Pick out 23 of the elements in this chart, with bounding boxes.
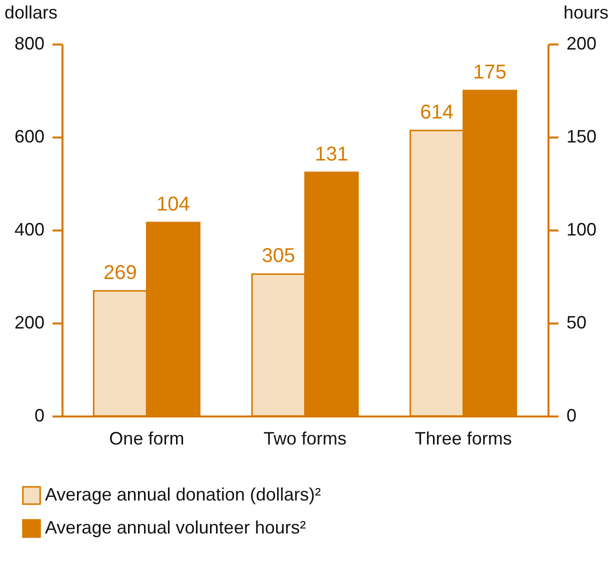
x-tick-label: Two forms bbox=[263, 428, 347, 448]
y-tick-label: 600 bbox=[14, 126, 44, 146]
y-tick-label: 0 bbox=[34, 406, 44, 426]
y2-axis-title: hours bbox=[563, 2, 608, 22]
y2-tick-label: 50 bbox=[566, 312, 587, 332]
y2-tick-label: 200 bbox=[566, 34, 597, 54]
x-tick-label: Three forms bbox=[414, 428, 512, 448]
data-label: 614 bbox=[420, 101, 454, 124]
y-tick-label: 800 bbox=[14, 34, 44, 54]
y-axis-title: dollars bbox=[4, 2, 58, 22]
legend-label: Average annual donation (dollars)² bbox=[45, 484, 321, 504]
x-tick-label: One form bbox=[109, 428, 184, 448]
data-label: 131 bbox=[314, 143, 348, 166]
data-label: 104 bbox=[156, 194, 190, 216]
data-label: 269 bbox=[103, 262, 137, 284]
y2-tick-label: 100 bbox=[566, 220, 597, 240]
y2-tick-label: 0 bbox=[566, 406, 577, 426]
y2-tick-label: 150 bbox=[566, 126, 597, 146]
y-tick-label: 400 bbox=[14, 220, 44, 240]
data-label: 175 bbox=[473, 62, 507, 84]
legend-label: Average annual volunteer hours² bbox=[45, 518, 306, 538]
data-label: 305 bbox=[262, 245, 296, 268]
y-tick-label: 200 bbox=[14, 312, 44, 332]
